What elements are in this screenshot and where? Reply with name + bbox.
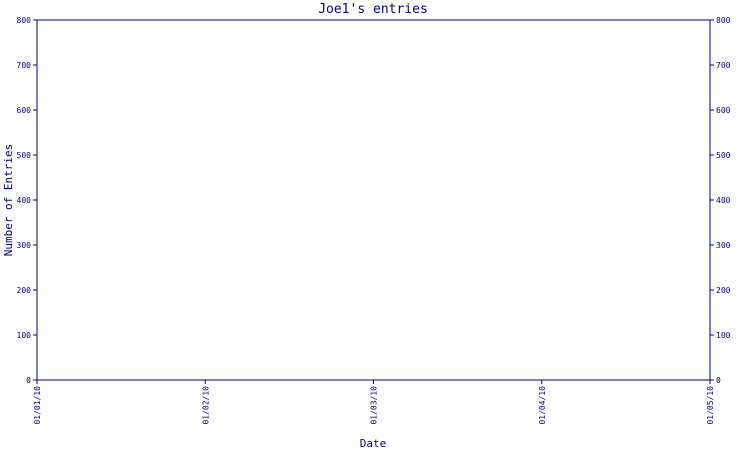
y-tick-label-left: 700 xyxy=(17,61,32,70)
x-tick-label: 01/03/10 xyxy=(370,386,379,425)
y-tick-label-right: 0 xyxy=(716,376,721,385)
x-tick-label: 01/05/10 xyxy=(706,386,715,425)
y-axis-label: Number of Entries xyxy=(2,144,15,257)
x-tick-label: 01/04/10 xyxy=(538,386,547,425)
y-tick-label-right: 500 xyxy=(716,151,731,160)
x-tick-label: 01/01/10 xyxy=(33,386,42,425)
y-tick-label-left: 400 xyxy=(17,196,32,205)
y-tick-label-right: 600 xyxy=(716,106,731,115)
y-tick-label-right: 800 xyxy=(716,16,731,25)
y-tick-label-right: 100 xyxy=(716,331,731,340)
y-tick-label-left: 0 xyxy=(26,376,31,385)
y-tick-label-left: 300 xyxy=(17,241,32,250)
y-tick-label-left: 100 xyxy=(17,331,32,340)
x-axis: 01/01/10 01/02/10 01/03/10 01/04/10 01/05/10 xyxy=(33,380,715,425)
x-tick-label: 01/02/10 xyxy=(201,386,210,425)
y-tick-label-left: 500 xyxy=(17,151,32,160)
y-axis-left: 0 100 200 300 400 500 600 700 800 xyxy=(17,16,37,385)
y-axis-right: 0 100 200 300 400 500 600 700 800 xyxy=(710,16,731,385)
y-tick-label-left: 600 xyxy=(17,106,32,115)
y-tick-label-right: 200 xyxy=(716,286,731,295)
y-tick-label-left: 800 xyxy=(17,16,32,25)
x-axis-label: Date xyxy=(360,437,387,450)
y-tick-label-left: 200 xyxy=(17,286,32,295)
plot-frame xyxy=(36,19,711,381)
y-tick-label-right: 300 xyxy=(716,241,731,250)
y-tick-label-right: 400 xyxy=(716,196,731,205)
y-tick-label-right: 700 xyxy=(716,61,731,70)
chart-title: Joe1's entries xyxy=(318,2,428,17)
